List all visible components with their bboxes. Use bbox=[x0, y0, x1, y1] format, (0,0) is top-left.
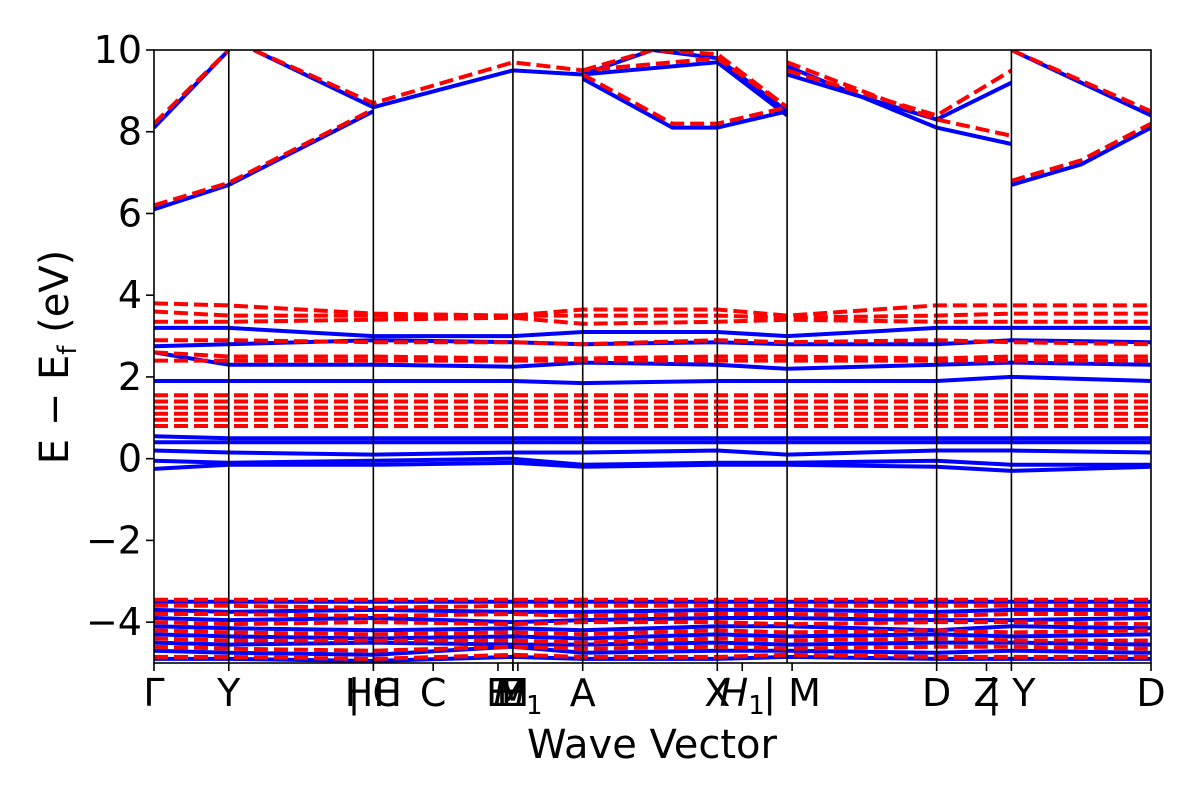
x-tick-label: | M bbox=[763, 671, 821, 716]
y-tick-label: 10 bbox=[94, 28, 142, 72]
red-dashed-band bbox=[1010, 50, 1151, 114]
y-tick-label: 0 bbox=[118, 437, 142, 481]
blue-solid-band bbox=[154, 632, 1151, 641]
x-tick-label: Γ bbox=[143, 671, 164, 715]
y-axis-title-part: E bbox=[32, 439, 78, 464]
red-dashed-band bbox=[1010, 121, 1151, 183]
red-dashed-band bbox=[252, 50, 789, 109]
blue-solid-band bbox=[252, 50, 789, 117]
y-axis-title-part: − bbox=[32, 380, 78, 439]
x-tick-label: E bbox=[486, 671, 510, 715]
blue-solid-band bbox=[1010, 125, 1151, 187]
x-tick-label: Y bbox=[216, 671, 241, 715]
x-tick-label: X bbox=[704, 671, 730, 715]
y-axis-ticks: 10 8 6 4 2 0 −2 −4 bbox=[86, 28, 154, 644]
red-dashed-band bbox=[154, 636, 1151, 645]
x-tick-label: | C bbox=[348, 671, 399, 716]
x-tick-label: A bbox=[570, 671, 596, 715]
red-dashed-band bbox=[582, 50, 789, 109]
red-dashed-band bbox=[154, 315, 1151, 326]
red-dashed-band bbox=[154, 350, 1151, 361]
plot-frame bbox=[153, 49, 1152, 664]
x-tick-label: M1 bbox=[493, 671, 542, 721]
red-dashed-band bbox=[154, 50, 231, 126]
x-tick-label: | Y bbox=[987, 671, 1036, 716]
red-dashed-band bbox=[786, 68, 1013, 118]
blue-solid-band bbox=[154, 644, 1151, 657]
blue-solid-band bbox=[154, 350, 1151, 371]
blue-solid-band bbox=[154, 434, 1151, 441]
red-dashed-band bbox=[154, 107, 375, 208]
x-tick-label: M bbox=[497, 671, 530, 715]
red-dashed-band bbox=[154, 611, 1151, 619]
red-dashed-series bbox=[154, 50, 1151, 661]
x-tick-label: Z bbox=[973, 671, 999, 715]
red-dashed-band bbox=[581, 72, 788, 126]
red-dashed-band bbox=[154, 620, 1151, 627]
blue-solid-band bbox=[154, 607, 1151, 614]
x-tick-label: C bbox=[420, 671, 447, 715]
y-axis-title: E − Ef (eV) bbox=[32, 250, 83, 465]
y-tick-label: 4 bbox=[118, 273, 142, 317]
y-tick-label: −4 bbox=[86, 600, 142, 644]
red-dashed-band bbox=[154, 338, 1151, 347]
y-axis-title-part: (eV) bbox=[32, 250, 78, 346]
y-axis-title-subscript: f bbox=[53, 345, 83, 355]
x-tick-label: D bbox=[1136, 671, 1165, 715]
x-axis-title: Wave Vector bbox=[527, 722, 778, 768]
red-dashed-band bbox=[154, 652, 1151, 661]
y-axis-title-part: E bbox=[32, 355, 78, 380]
red-dashed-band bbox=[154, 301, 1151, 318]
blue-solid-band bbox=[581, 76, 788, 130]
x-tick-label: D bbox=[922, 671, 951, 715]
red-dashed-band bbox=[154, 628, 1151, 637]
red-dashed-band bbox=[154, 603, 1151, 610]
kpoint-separator-lines bbox=[227, 50, 1013, 663]
blue-solid-band bbox=[154, 640, 1151, 647]
x-tick-label: H1 bbox=[720, 671, 765, 721]
y-tick-label: 2 bbox=[118, 355, 142, 399]
red-dashed-band bbox=[154, 309, 1151, 320]
blue-solid-band bbox=[154, 325, 1151, 339]
blue-solid-band bbox=[154, 374, 1151, 386]
blue-solid-band bbox=[154, 624, 1151, 633]
y-tick-label: −2 bbox=[86, 518, 142, 562]
y-tick-label: 8 bbox=[118, 110, 142, 154]
red-dashed-band bbox=[154, 644, 1151, 653]
x-tick-label: E bbox=[501, 671, 525, 715]
x-tick-label: HH bbox=[345, 671, 402, 715]
blue-solid-band bbox=[154, 448, 1151, 457]
y-tick-label: 6 bbox=[118, 191, 142, 235]
blue-solid-band bbox=[154, 460, 1151, 473]
